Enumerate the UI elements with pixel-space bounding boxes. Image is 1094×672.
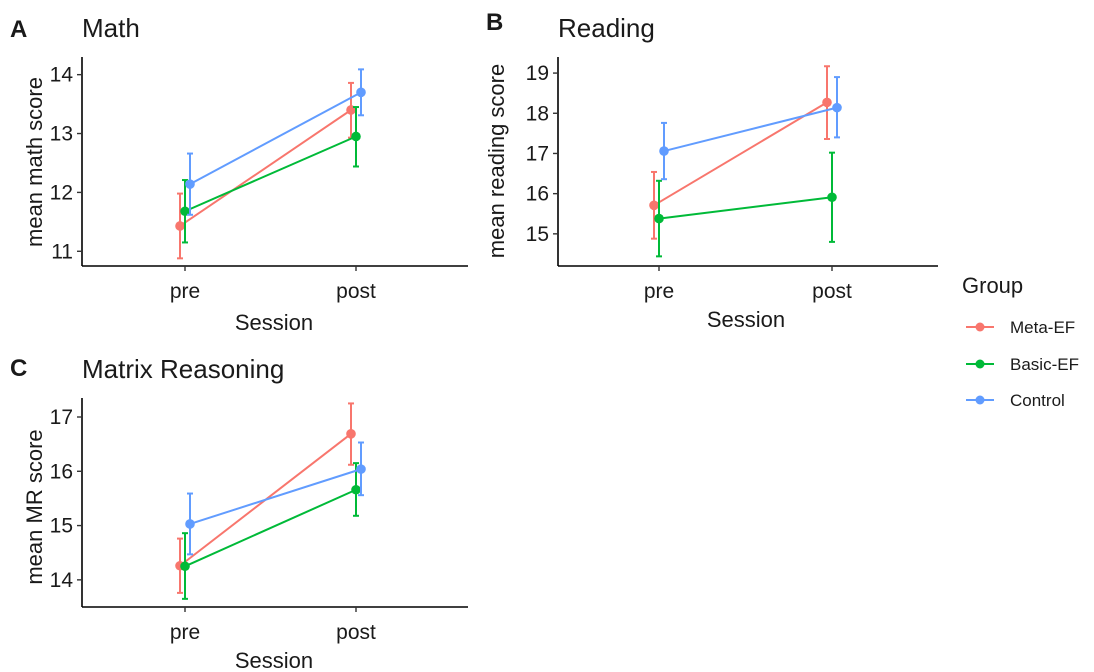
y-tick-label: 12 <box>50 181 73 204</box>
x-tick-label: pre <box>170 280 200 303</box>
series-line <box>189 468 362 525</box>
data-point <box>180 206 190 217</box>
data-point <box>346 429 356 439</box>
legend-key-dot <box>975 395 985 405</box>
series-line <box>653 101 828 207</box>
y-axis-title-matrix-reasoning: mean MR score <box>22 429 47 584</box>
data-point <box>356 87 366 98</box>
data-point <box>654 213 664 224</box>
x-tick-label: post <box>812 280 852 303</box>
panel-matrix-reasoning: C Matrix Reasoning Session mean MR score… <box>10 354 468 672</box>
series-line <box>179 109 352 227</box>
data-point <box>659 146 669 156</box>
data-point <box>822 97 832 108</box>
data-point <box>185 179 195 189</box>
panel-title-matrix-reasoning: Matrix Reasoning <box>82 354 284 384</box>
x-axis-title-reading: Session <box>707 307 785 332</box>
y-tick-label: 14 <box>50 569 74 592</box>
panel-letter-c: C <box>10 355 27 382</box>
y-tick-label: 13 <box>50 123 73 146</box>
legend-item-meta-ef: Meta-EF <box>966 318 1075 337</box>
data-point <box>351 131 361 142</box>
series-line <box>189 91 362 186</box>
panel-title-reading: Reading <box>558 13 655 43</box>
y-axis-title-reading: mean reading score <box>484 64 509 258</box>
legend-label: Meta-EF <box>1010 318 1075 337</box>
y-axis-title-math: mean math score <box>22 77 47 247</box>
y-tick-label: 14 <box>50 64 74 87</box>
data-point <box>180 561 190 572</box>
x-tick-label: post <box>336 621 376 644</box>
y-tick-label: 16 <box>526 183 549 206</box>
data-point <box>649 200 659 211</box>
panel-math: A Math Session mean math score 11 12 13 14 p… <box>10 13 468 335</box>
data-point <box>832 102 842 113</box>
series-line <box>658 196 833 220</box>
y-tick-label: 17 <box>50 406 73 429</box>
y-tick-label: 16 <box>50 460 73 483</box>
data-point <box>185 519 195 529</box>
panel-letter-b: B <box>486 9 503 36</box>
data-point <box>356 464 366 474</box>
legend: Group Meta-EF Basic-EF Control <box>962 273 1079 410</box>
series-line <box>184 488 357 568</box>
x-tick-label: pre <box>170 621 200 644</box>
y-tick-label: 15 <box>50 515 73 538</box>
legend-item-control: Control <box>966 391 1065 410</box>
series-line <box>663 106 838 153</box>
data-point <box>827 192 837 203</box>
legend-item-basic-ef: Basic-EF <box>966 355 1079 374</box>
legend-title: Group <box>962 273 1023 298</box>
x-axis-title-math: Session <box>235 310 313 335</box>
y-tick-label: 18 <box>526 102 549 125</box>
series-line <box>184 135 357 213</box>
panel-reading: B Reading Session mean reading score 15 1… <box>484 9 938 332</box>
x-tick-label: post <box>336 280 376 303</box>
y-tick-label: 15 <box>526 223 549 246</box>
legend-label: Basic-EF <box>1010 355 1079 374</box>
y-tick-label: 19 <box>526 62 549 85</box>
y-tick-label: 11 <box>51 240 73 263</box>
legend-key-dot <box>975 359 985 369</box>
x-axis-title-matrix-reasoning: Session <box>235 648 313 672</box>
panel-letter-a: A <box>10 16 27 43</box>
x-tick-label: pre <box>644 280 674 303</box>
legend-label: Control <box>1010 391 1065 410</box>
data-point <box>175 221 185 231</box>
panel-title-math: Math <box>82 13 140 43</box>
data-point <box>351 484 361 495</box>
y-tick-label: 17 <box>526 142 549 165</box>
legend-key-dot <box>975 322 985 332</box>
